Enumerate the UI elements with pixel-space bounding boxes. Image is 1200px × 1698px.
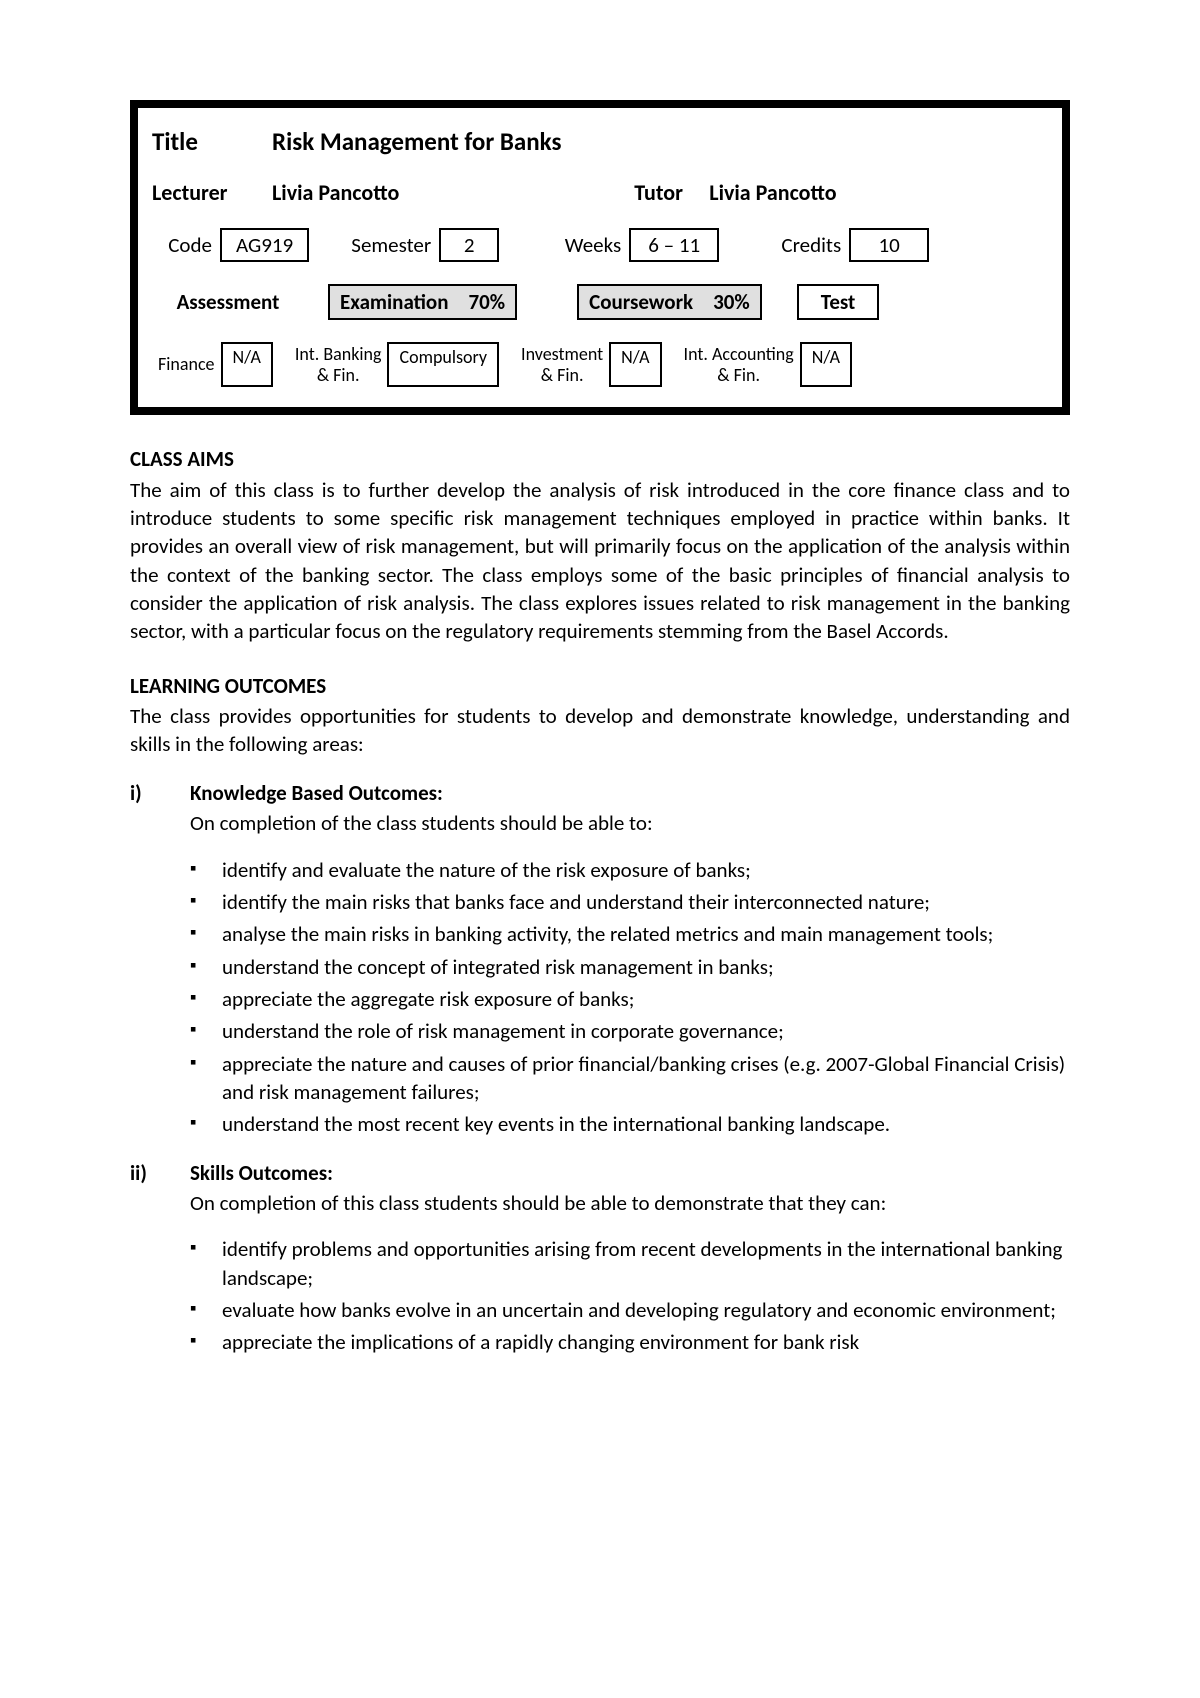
list-item: identify problems and opportunities aris… [190,1235,1070,1292]
skills-title: Skills Outcomes: [190,1159,333,1187]
assessment-row: Assessment Examination 70% Coursework 30… [152,284,1048,320]
investment-label: Investment & Fin. [521,342,609,387]
list-item: understand the role of risk management i… [190,1017,1070,1045]
course-title: Risk Management for Banks [272,126,561,157]
list-item: understand the most recent key events in… [190,1110,1070,1138]
list-item: appreciate the aggregate risk exposure o… [190,985,1070,1013]
list-item: understand the concept of integrated ris… [190,953,1070,981]
lecturer-row: Lecturer Livia Pancotto Tutor Livia Panc… [152,179,1048,206]
coursework-label: Coursework [579,289,703,315]
title-row: Title Risk Management for Banks [152,126,1048,157]
weeks-value: 6 – 11 [629,228,719,262]
assessment-test-box: Test [797,284,880,320]
finance-label: Finance [158,342,221,387]
stream-intacct: Int. Accounting & Fin. N/A [684,342,853,387]
knowledge-outcome-head: i) Knowledge Based Outcomes: [130,779,1070,807]
credits-label: Credits [719,232,849,258]
exam-pct: 70% [458,289,515,315]
page: Title Risk Management for Banks Lecturer… [0,0,1200,1473]
credits-value: 10 [849,228,929,262]
list-item: appreciate the implications of a rapidly… [190,1328,1070,1356]
stream-investment: Investment & Fin. N/A [521,342,662,387]
semester-value: 2 [439,228,499,262]
intbanking-value: Compulsory [387,342,499,387]
course-header-box: Title Risk Management for Banks Lecturer… [130,100,1070,415]
lecturer-label: Lecturer [152,179,272,206]
list-item: appreciate the nature and causes of prio… [190,1050,1070,1107]
stream-finance: Finance N/A [158,342,273,387]
semester-label: Semester [309,232,439,258]
knowledge-bullets: identify and evaluate the nature of the … [130,856,1070,1139]
list-item: evaluate how banks evolve in an uncertai… [190,1296,1070,1324]
intacct-value: N/A [800,342,852,387]
course-fields-row: Code AG919 Semester 2 Weeks 6 – 11 Credi… [152,228,1048,262]
list-item: identify the main risks that banks face … [190,888,1070,916]
skills-outcome-head: ii) Skills Outcomes: [130,1159,1070,1187]
finance-value: N/A [221,342,273,387]
class-aims-text: The aim of this class is to further deve… [130,476,1070,646]
skills-bullets: identify problems and opportunities aris… [130,1235,1070,1356]
investment-value: N/A [609,342,661,387]
knowledge-intro: On completion of the class students shou… [190,809,1070,837]
coursework-pct: 30% [703,289,760,315]
intbanking-label: Int. Banking & Fin. [295,342,388,387]
knowledge-title: Knowledge Based Outcomes: [190,779,443,807]
code-label: Code [158,232,220,258]
content-body: CLASS AIMS The aim of this class is to f… [130,445,1070,1356]
learning-outcomes-intro: The class provides opportunities for stu… [130,702,1070,759]
list-item: identify and evaluate the nature of the … [190,856,1070,884]
assessment-exam-box: Examination 70% [328,284,517,320]
lecturer-value: Livia Pancotto [272,179,399,206]
streams-row: Finance N/A Int. Banking & Fin. Compulso… [152,342,1048,387]
learning-outcomes-head: LEARNING OUTCOMES [130,672,1070,700]
stream-intbanking: Int. Banking & Fin. Compulsory [295,342,499,387]
assessment-label: Assessment [158,289,298,315]
skills-intro: On completion of this class students sho… [190,1189,1070,1217]
weeks-label: Weeks [499,232,629,258]
knowledge-num: i) [130,779,190,807]
code-value: AG919 [220,228,309,262]
title-label: Title [152,126,272,157]
tutor-value: Livia Pancotto [709,179,836,206]
list-item: analyse the main risks in banking activi… [190,920,1070,948]
intacct-label: Int. Accounting & Fin. [684,342,800,387]
exam-label: Examination [330,289,458,315]
tutor-label: Tutor [634,179,709,206]
class-aims-head: CLASS AIMS [130,445,1070,473]
skills-num: ii) [130,1159,190,1187]
assessment-coursework-box: Coursework 30% [577,284,762,320]
